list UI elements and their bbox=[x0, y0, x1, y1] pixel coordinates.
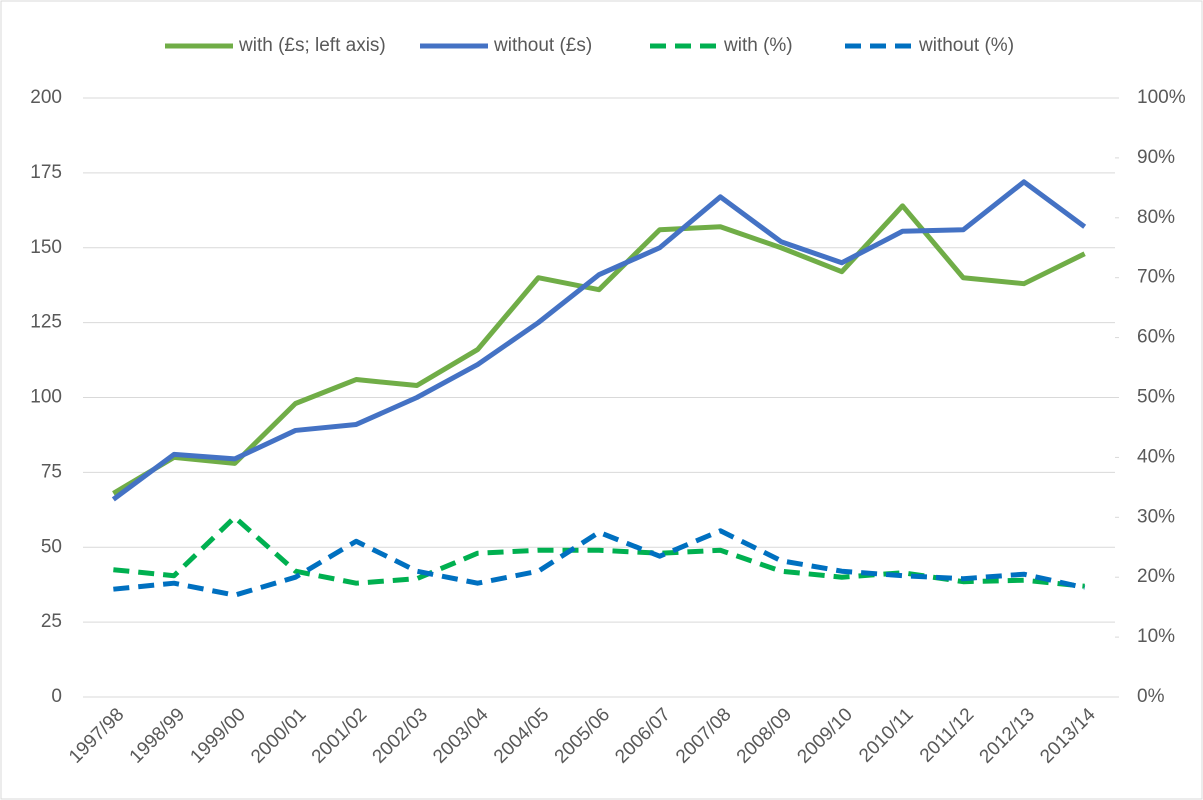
y2-tick-label: 50% bbox=[1137, 387, 1175, 408]
y2-tick-label: 100% bbox=[1137, 87, 1186, 108]
y2-tick-label: 80% bbox=[1137, 207, 1175, 228]
y2-tick-label: 60% bbox=[1137, 327, 1175, 348]
y2-tick-label: 90% bbox=[1137, 147, 1175, 168]
y-tick-label: 175 bbox=[30, 162, 62, 183]
y-tick-label: 150 bbox=[30, 237, 62, 258]
legend-label: with (£s; left axis) bbox=[238, 35, 386, 56]
y2-tick-label: 0% bbox=[1137, 686, 1165, 707]
y-tick-label: 125 bbox=[30, 312, 62, 333]
legend-label: without (£s) bbox=[493, 35, 592, 56]
y2-tick-label: 30% bbox=[1137, 506, 1175, 527]
y-tick-label: 50 bbox=[41, 536, 62, 557]
y-tick-label: 0 bbox=[51, 686, 62, 707]
y2-tick-label: 10% bbox=[1137, 626, 1175, 647]
y-tick-label: 100 bbox=[30, 387, 62, 408]
y2-tick-label: 20% bbox=[1137, 566, 1175, 587]
legend-label: with (%) bbox=[723, 35, 793, 56]
series-line bbox=[113, 528, 1086, 598]
y2-tick-label: 40% bbox=[1137, 446, 1175, 467]
y-tick-label: 75 bbox=[41, 461, 62, 482]
y2-tick-label: 70% bbox=[1137, 267, 1175, 288]
series-line bbox=[111, 179, 1087, 502]
y-tick-label: 25 bbox=[41, 611, 62, 632]
legend-label: without (%) bbox=[918, 35, 1014, 56]
y-tick-label: 200 bbox=[30, 87, 62, 108]
